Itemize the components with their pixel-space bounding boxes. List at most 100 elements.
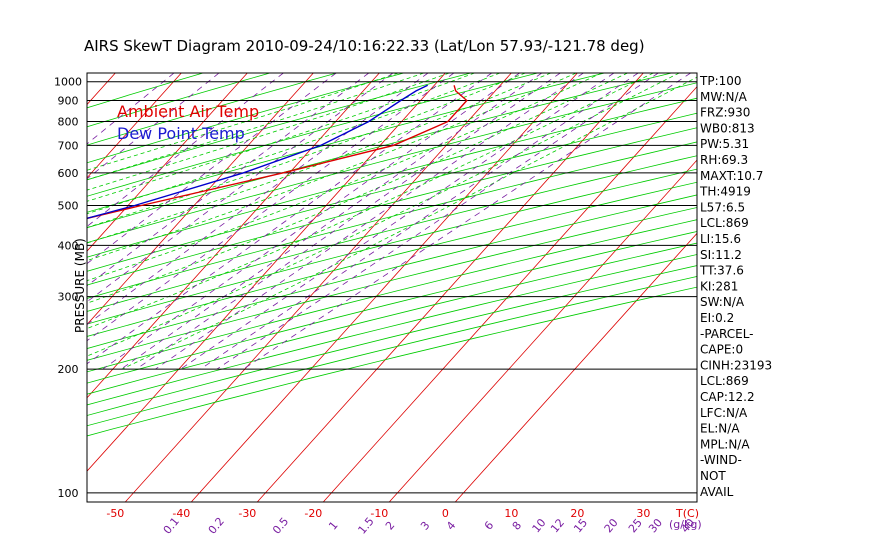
isotherm (322, 86, 697, 502)
pressure-tick-label: 400 (58, 239, 79, 252)
dry-adiabat (87, 181, 697, 337)
chart-title: AIRS SkewT Diagram 2010-09-24/10:16:22.3… (84, 37, 645, 55)
mixing-ratio-line (87, 73, 492, 365)
moist-adiabat (87, 73, 501, 215)
mixing-ratio-line (87, 73, 455, 342)
temperature-profile (87, 85, 468, 220)
stat-item: LFC:N/A (700, 406, 748, 420)
stat-item: LI:15.6 (700, 232, 741, 246)
moist-adiabat (87, 73, 450, 191)
mixing-ratio-label: 6 (482, 519, 496, 533)
dry-adiabat (87, 254, 697, 406)
bottom-temp-tick-label: 0 (442, 507, 449, 520)
stat-item: MW:N/A (700, 90, 748, 104)
profile-lines (87, 84, 468, 220)
dry-adiabat (87, 73, 605, 213)
dry-adiabat (87, 73, 337, 146)
mixing-ratio-label: 0.2 (206, 515, 227, 537)
y-axis-label: PRESSURE (MB) (73, 238, 87, 333)
dry-adiabat (87, 141, 697, 299)
moist-adiabat (87, 73, 399, 171)
mixing-ratio-line (216, 73, 659, 370)
isotherm (87, 73, 116, 106)
mixing-ratio-line (87, 73, 284, 227)
dry-adiabat (87, 168, 697, 325)
isotherm (388, 159, 697, 502)
bottom-temp-tick-label: -40 (172, 507, 190, 520)
bottom-temp-tick-label: -10 (370, 507, 388, 520)
pressure-tick-label: 100 (58, 487, 79, 500)
stat-item: TT:37.6 (699, 264, 744, 278)
mixing-ratio-line (87, 73, 220, 180)
stat-item: TP:100 (699, 74, 742, 88)
stat-item: KI:281 (700, 279, 738, 293)
bottom-temp-tick-label: -30 (238, 507, 256, 520)
dry-adiabat (87, 155, 697, 312)
isotherm (256, 73, 644, 502)
stat-item: RH:69.3 (700, 153, 748, 167)
legend-dew-point-temp: Dew Point Temp (117, 124, 245, 143)
bottom-temp-tick-label: 10 (504, 507, 518, 520)
isotherm (87, 73, 182, 179)
stat-item: SW:N/A (700, 295, 745, 309)
pressure-tick-label: 900 (58, 95, 79, 108)
pressure-tick-label: 700 (58, 139, 79, 152)
dry-adiabat (87, 265, 697, 416)
dry-adiabat (87, 73, 204, 109)
legend-ambient-air-temp: Ambient Air Temp (117, 102, 259, 121)
dry-adiabat (87, 286, 697, 437)
stat-item: MPL:N/A (700, 437, 750, 451)
pressure-tick-label: 800 (58, 116, 79, 129)
stat-item: NOT (700, 469, 726, 483)
stat-item: EI:0.2 (700, 311, 734, 325)
moist-adiabat (87, 73, 680, 357)
mixing-ratio-line (87, 73, 337, 265)
pressure-tick-label: 1000 (54, 76, 82, 89)
moist-adiabat (87, 73, 551, 244)
dry-adiabat (87, 73, 538, 197)
mixing-ratio-label: 2 (383, 519, 397, 533)
mixing-ratio-line (243, 73, 691, 370)
dry-adiabat (87, 207, 697, 361)
mixing-ratio-label: 12 (548, 516, 567, 535)
stat-item: AVAIL (700, 485, 734, 499)
pressure-tick-label: 600 (58, 167, 79, 180)
stat-item: FRZ:930 (700, 106, 750, 120)
mixing-ratio-line (155, 73, 584, 370)
mixing-ratio-line (102, 73, 520, 370)
mixing-ratio-line (87, 73, 394, 303)
stat-item: CAPE:0 (700, 343, 743, 357)
stat-item: L57:6.5 (700, 200, 745, 214)
dry-adiabat (87, 194, 697, 349)
mixing-ratio-line (87, 73, 175, 145)
mixing-ratio-label: 0.5 (270, 515, 291, 537)
mixing-ratio-label: 4 (444, 519, 458, 533)
pressure-tick-label: 300 (58, 291, 79, 304)
bottom-temp-tick-label: 30 (636, 507, 650, 520)
dry-adiabat (87, 73, 271, 128)
isotherm (87, 73, 314, 326)
isotherm (0, 73, 49, 502)
dry-adiabat (87, 112, 697, 272)
moist-adiabat (87, 73, 475, 202)
mixing-ratio-line (120, 73, 542, 370)
dry-adiabat (87, 231, 697, 384)
axes-labels: 1002003004005006007008009001000-120-110-… (54, 76, 702, 537)
mixing-ratio-label: 1 (326, 519, 340, 533)
stat-item: -PARCEL- (700, 327, 754, 341)
mixing-ratio-label: 10 (530, 516, 549, 535)
stat-item: MAXT:10.7 (700, 169, 763, 183)
stat-item: PW:5.31 (700, 137, 749, 151)
isotherm (87, 73, 380, 399)
stat-item: EL:N/A (700, 422, 740, 436)
pressure-tick-label: 200 (58, 363, 79, 376)
mixing-ratio-line (136, 73, 561, 370)
mixing-ratio-label: 20 (602, 516, 621, 535)
dewpoint-profile (87, 84, 429, 220)
mixing-ratio-line (87, 73, 370, 287)
stat-item: WB0:813 (700, 121, 755, 135)
stat-item: CINH:23193 (700, 358, 772, 372)
isotherm (190, 73, 578, 502)
